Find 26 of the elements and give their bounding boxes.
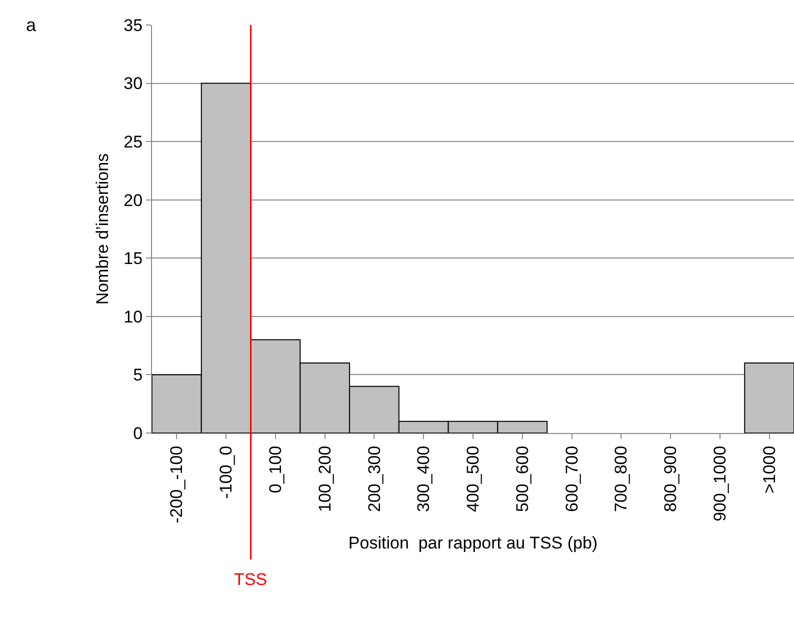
y-axis-title: Nombre d’insertions [93,153,112,305]
x-tick-label: 100_200 [315,446,334,512]
bar [744,362,794,433]
x-axis-title: Position par rapport au TSS (pb) [348,534,598,553]
y-tick-label: 20 [124,190,143,210]
y-tick-label: 0 [133,424,143,443]
x-tick-label: >1000 [760,446,779,494]
ref-line-label: TSS [234,570,268,589]
x-tick-label: 700_800 [612,446,631,512]
x-tick-label: 200_300 [364,446,384,512]
y-tick-label: 15 [124,249,143,268]
x-tick-label: 600_700 [562,446,582,512]
y-tick-label: 30 [124,74,143,94]
text: a [26,15,37,35]
y-tick-label: 5 [133,366,143,385]
y-tick-label: 35 [124,16,143,35]
x-tick-label: -200_-100 [167,446,186,524]
x-tick-label: 500_600 [512,446,532,512]
x-tick-label: 0_100 [266,446,285,494]
x-tick-label: 900_1000 [710,446,730,522]
x-tick-label: 400_500 [464,446,483,512]
y-tick-label: 25 [124,132,143,152]
y-tick-label: 10 [124,307,143,326]
x-tick-label: 300_400 [414,446,434,512]
x-tick-label: -100_0 [216,446,236,499]
x-tick-label: 800_900 [661,446,680,512]
